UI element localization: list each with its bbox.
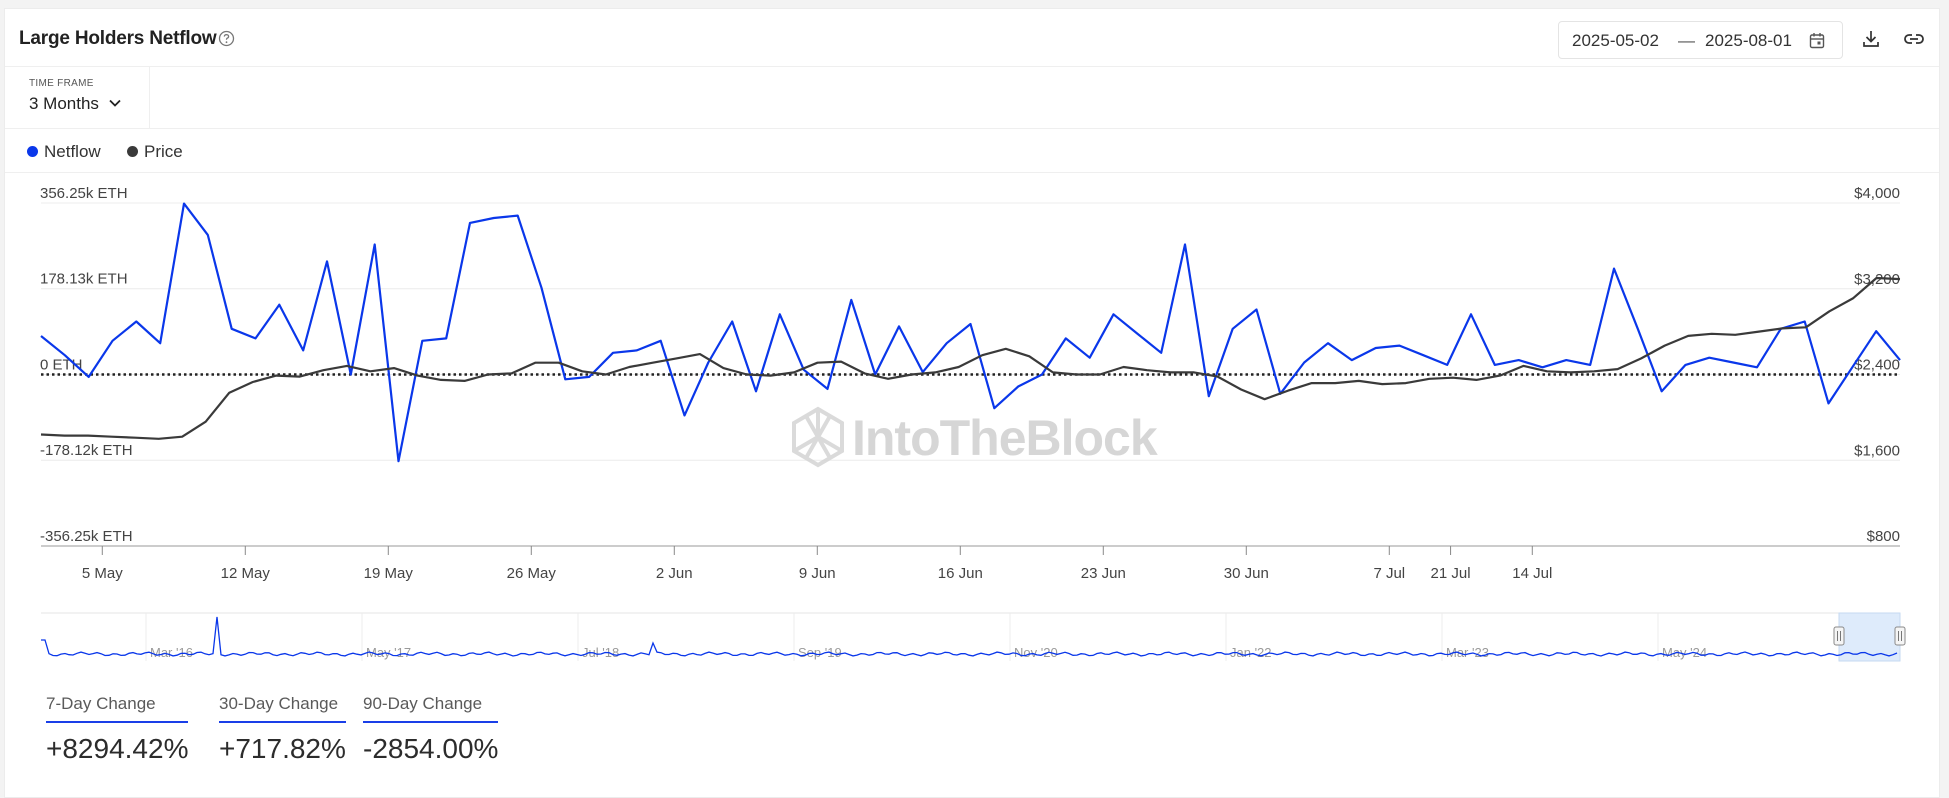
y-right-tick-label: $2,400 — [1854, 357, 1900, 374]
x-tick-label: 12 May — [221, 565, 271, 582]
x-tick-label: 30 Jun — [1224, 565, 1269, 582]
card-header: Large Holders Netflow 2025-05-02 — 2025-… — [5, 9, 1939, 67]
y-right-tick-label: $800 — [1867, 528, 1900, 545]
watermark-logo-icon — [792, 406, 844, 468]
navigator-label: Jul '18 — [582, 645, 619, 660]
navigator-label: May '24 — [1662, 645, 1707, 660]
date-range-picker[interactable]: 2025-05-02 — 2025-08-01 — [1558, 21, 1843, 59]
watermark-text: IntoTheBlock — [852, 410, 1158, 466]
series-line-price — [40, 276, 1901, 440]
legend-item-netflow[interactable]: Netflow — [27, 142, 101, 162]
legend-dot-netflow — [27, 146, 38, 157]
legend-item-price[interactable]: Price — [127, 142, 183, 162]
x-tick-label: 16 Jun — [938, 565, 983, 582]
legend: Netflow Price — [5, 129, 1939, 173]
x-tick-label: 19 May — [364, 565, 414, 582]
netflow-card: Large Holders Netflow 2025-05-02 — 2025-… — [4, 8, 1940, 798]
date-separator: — — [1678, 31, 1695, 50]
timeframe-value[interactable]: 3 Months — [29, 94, 99, 113]
x-tick-label: 7 Jul — [1373, 565, 1405, 582]
y-left-tick-label: 178.13k ETH — [40, 271, 128, 288]
legend-dot-price — [127, 146, 138, 157]
x-tick-label: 5 May — [82, 565, 123, 582]
chevron-down-icon[interactable] — [109, 99, 121, 107]
stat-value-7-day: +8294.42% — [46, 733, 189, 764]
y-left-tick-label: 356.25k ETH — [40, 185, 128, 202]
stat-label-30-day[interactable]: 30-Day Change — [219, 694, 346, 723]
y-left-tick-label: -178.12k ETH — [40, 442, 133, 459]
legend-label-netflow: Netflow — [44, 142, 101, 161]
timeframe-row: TIME FRAME 3 Months — [5, 67, 1939, 129]
x-tick-label: 14 Jul — [1512, 565, 1552, 582]
y-right-tick-label: $4,000 — [1854, 185, 1900, 202]
x-tick-label: 2 Jun — [656, 565, 693, 582]
stat-value-30-day: +717.82% — [219, 733, 346, 764]
stat-90-day[interactable]: 90-Day Change -2854.00% — [363, 694, 499, 765]
x-tick-label: 9 Jun — [799, 565, 836, 582]
stat-value-90-day: -2854.00% — [363, 733, 499, 764]
navigator-handle-left[interactable] — [1833, 626, 1845, 646]
link-icon[interactable] — [1903, 29, 1925, 49]
x-tick-label: 23 Jun — [1081, 565, 1126, 582]
help-icon[interactable] — [218, 30, 235, 47]
page-title: Large Holders Netflow — [19, 28, 217, 49]
navigator-label: Mar '23 — [1446, 645, 1489, 660]
series-line-netflow — [40, 202, 1901, 463]
date-start[interactable]: 2025-05-02 — [1572, 31, 1659, 50]
timeframe-selector[interactable]: TIME FRAME 3 Months — [5, 67, 150, 129]
navigator-label: May '17 — [366, 645, 411, 660]
navigator-label: Sep '19 — [798, 645, 842, 660]
stat-7-day[interactable]: 7-Day Change +8294.42% — [46, 694, 189, 765]
navigator-label: Mar '16 — [150, 645, 193, 660]
stat-label-90-day[interactable]: 90-Day Change — [363, 694, 499, 723]
navigator-trace — [41, 616, 1898, 657]
x-tick-label: 21 Jul — [1431, 565, 1471, 582]
x-tick-label: 26 May — [507, 565, 557, 582]
y-left-tick-label: -356.25k ETH — [40, 528, 133, 545]
watermark-logo-shape — [792, 406, 844, 468]
navigator-handle-right[interactable] — [1894, 626, 1906, 646]
y-right-tick-label: $1,600 — [1854, 442, 1900, 459]
stat-label-7-day[interactable]: 7-Day Change — [46, 694, 189, 723]
timeframe-label: TIME FRAME — [29, 78, 94, 89]
date-end[interactable]: 2025-08-01 — [1705, 31, 1792, 50]
legend-label-price: Price — [144, 142, 183, 161]
download-icon[interactable] — [1861, 29, 1881, 49]
y-right-tick-label: $3,200 — [1854, 271, 1900, 288]
calendar-icon[interactable] — [1809, 32, 1825, 49]
stat-30-day[interactable]: 30-Day Change +717.82% — [219, 694, 346, 765]
